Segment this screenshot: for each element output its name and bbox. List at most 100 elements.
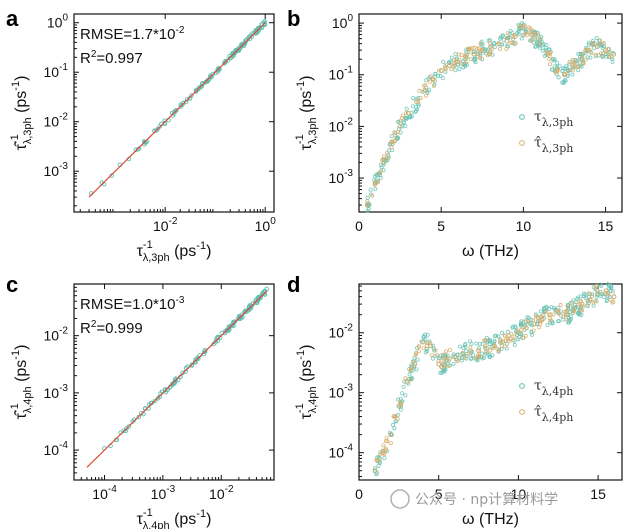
series-1-cloud-d — [441, 353, 446, 358]
data-point-c-139 — [235, 316, 241, 321]
data-point-a-132 — [196, 86, 201, 92]
series-1-cloud-b — [478, 55, 483, 60]
series-0-cloud-d — [566, 318, 571, 323]
series-0-cloud-b — [411, 96, 416, 101]
x-axis-label-c-unit-sup: -1 — [196, 508, 206, 520]
legend-marker-b-0 — [519, 114, 525, 120]
y-axis-label-a-sym: τ̂ — [13, 141, 30, 150]
series-1-cloud-b — [464, 53, 469, 58]
series-1-cloud-d — [571, 309, 576, 314]
series-1-cloud-d — [482, 338, 487, 343]
x-axis-label-b: ω (THz) — [462, 243, 519, 260]
r2-annotation-a: R2=0.997 — [80, 49, 143, 67]
series-1-point-d-4 — [404, 379, 410, 385]
series-1-cloud-b — [428, 79, 433, 84]
series-1-cloud-b — [528, 30, 533, 35]
x-tick-label-c-0-base: 10 — [92, 486, 108, 502]
series-0-cloud-b — [392, 139, 397, 144]
series-1-cloud-d — [563, 309, 568, 314]
series-0-cloud-d — [463, 341, 468, 346]
series-1-cloud-b — [378, 169, 383, 174]
series-1-cloud-d — [603, 291, 608, 296]
series-1-cloud-d — [559, 313, 564, 318]
y-axis-label-a-unit-sup: -1 — [10, 81, 22, 91]
series-0-cloud-b — [543, 45, 548, 50]
series-0-cloud-d — [401, 384, 406, 389]
x-tick-label-a-1-exp: 0 — [270, 216, 276, 227]
series-0-cloud-b — [453, 68, 458, 73]
series-1-cloud-b — [607, 54, 612, 59]
series-0-cloud-d — [559, 309, 564, 314]
data-point-a-119 — [174, 108, 179, 113]
series-1-cloud-b — [465, 47, 470, 52]
series-0-cloud-b — [433, 72, 438, 77]
series-1-cloud-d — [408, 377, 413, 382]
x-axis-label-c-sup: -1 — [143, 507, 153, 519]
series-0-cloud-d — [400, 391, 405, 396]
series-1-cloud-b — [504, 35, 509, 40]
series-1-cloud-d — [491, 345, 496, 350]
data-point-c-131 — [226, 325, 232, 330]
y-axis-label-b-sub: λ,3ph — [307, 117, 319, 144]
panel-letter-d: d — [287, 272, 300, 297]
y-axis-label-b-unit: (ps — [298, 91, 315, 118]
series-1-cloud-b — [472, 45, 477, 50]
legend-marker-d-0 — [519, 383, 525, 389]
series-1-cloud-d — [523, 318, 528, 323]
panel-c-parity-plot: 10-4 10-3 10-210-410-310-2τ-1 λ,4ph (ps-1)τ… — [9, 283, 275, 529]
series-0-cloud-b — [594, 35, 599, 40]
y-tick-label-a-3: 100 — [47, 13, 69, 31]
x-axis-label-a-unit-sup: -1 — [196, 240, 206, 252]
series-1-cloud-b — [548, 50, 553, 55]
series-0-cloud-d — [582, 294, 587, 299]
series-0-cloud-d — [458, 344, 463, 349]
series-1-cloud-d — [374, 457, 379, 462]
series-1-cloud-b — [392, 130, 397, 135]
data-point-c-118 — [230, 322, 235, 328]
series-1-cloud-d — [498, 337, 503, 342]
series-0-cloud-d — [512, 342, 517, 347]
series-1-cloud-d — [519, 327, 524, 332]
x-axis-label-c-sym: τ — [137, 511, 144, 528]
series-1-cloud-d — [483, 349, 488, 354]
series-1-cloud-b — [488, 40, 493, 45]
wechat-icon — [390, 489, 410, 509]
series-0-cloud-b — [508, 28, 513, 33]
series-0-cloud-d — [605, 282, 610, 287]
series-1-cloud-d — [531, 328, 536, 333]
series-1-cloud-d — [564, 317, 569, 322]
series-0-cloud-b — [610, 50, 615, 55]
y-axis-label-c-sub: λ,4ph — [22, 386, 34, 413]
series-1-cloud-b — [548, 54, 553, 59]
y-tick-label-d-2: 10-2 — [329, 323, 354, 341]
series-1-point-b-9 — [438, 68, 444, 74]
y-tick-label-b-2-exp: -1 — [344, 65, 353, 76]
series-1-cloud-d — [477, 353, 482, 358]
series-1-cloud-b — [380, 158, 385, 163]
y-tick-label-c-0-base: 10 — [44, 442, 60, 458]
series-1-cloud-b — [393, 133, 398, 138]
y-tick-label-b-0: 10-3 — [329, 168, 354, 186]
series-1-cloud-b — [429, 74, 434, 79]
series-1-point-b-6 — [414, 99, 419, 105]
series-1-cloud-d — [506, 338, 511, 343]
legend-marker-b-1 — [519, 140, 525, 146]
series-0-cloud-d — [510, 325, 515, 330]
x-axis-label-a-sub: λ,3ph — [143, 252, 170, 264]
y-tick-label-c-1: 10-3 — [44, 383, 69, 401]
series-1-cloud-d — [510, 338, 515, 343]
series-0-cloud-d — [516, 337, 521, 342]
series-1-cloud-d — [526, 320, 531, 325]
series-1-cloud-b — [464, 59, 469, 64]
series-1-cloud-d — [547, 312, 552, 317]
series-0-cloud-b — [365, 195, 370, 200]
x-axis-label-c-unit: (ps — [170, 511, 197, 528]
series-1-point-d-20 — [531, 321, 537, 327]
series-0-cloud-b — [381, 162, 386, 167]
y-axis-label-c-sym: τ̂ — [13, 410, 30, 419]
series-1-cloud-b — [459, 61, 464, 66]
series-1-cloud-d — [586, 298, 591, 303]
data-point-c-126 — [173, 378, 178, 384]
x-tick-label-c-0: 10-4 — [92, 484, 117, 502]
